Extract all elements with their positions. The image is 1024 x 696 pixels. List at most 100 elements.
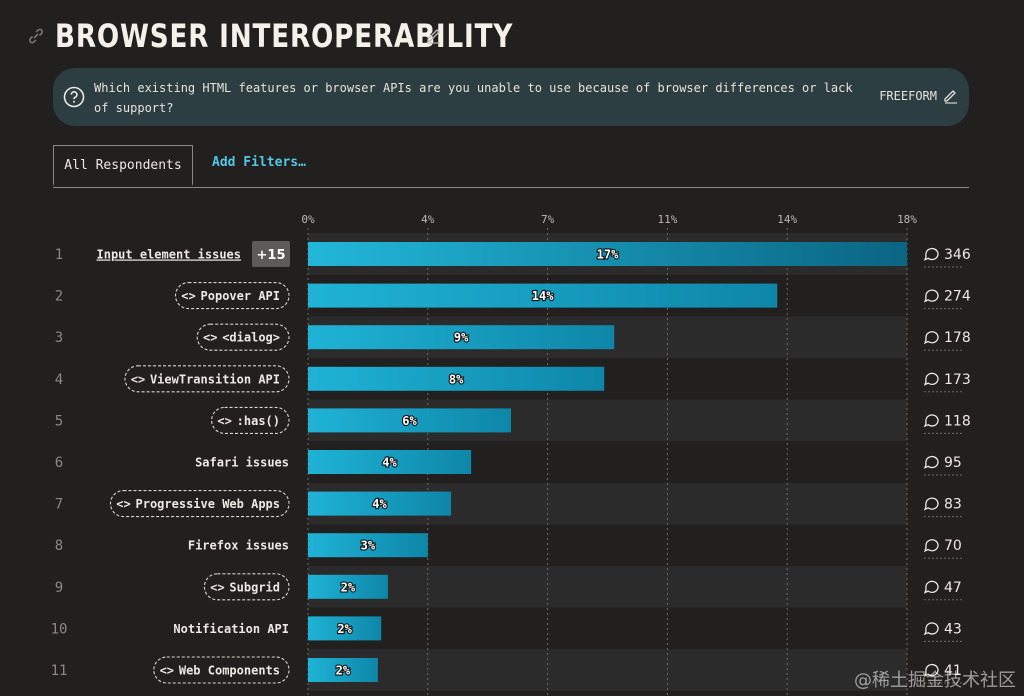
feature-pill[interactable] [124,365,290,393]
row-label[interactable]: Progressive Web Apps [136,497,281,511]
response-count[interactable]: 173 [944,372,971,388]
comment-icon [923,663,939,677]
response-count[interactable]: 274 [944,289,971,305]
response-count[interactable]: 118 [944,413,971,429]
response-count[interactable]: 47 [944,580,962,596]
response-count[interactable]: 43 [944,621,962,637]
comment-icon [923,580,939,594]
more-badge[interactable] [252,241,290,267]
x-tick-label: 7% [541,213,555,226]
feature-pill[interactable] [211,406,290,434]
row-rank: 3 [55,330,63,346]
row-rank: 6 [55,455,63,471]
x-tick-label: 0% [301,213,315,226]
row-label[interactable]: :has() [237,414,280,428]
response-count[interactable]: 83 [944,497,962,513]
bar[interactable] [308,450,472,474]
row-label[interactable]: Popover API [201,289,280,303]
watermark: @稀土掘金技术社区 [854,670,1016,691]
feature-pill[interactable] [109,490,290,518]
row-rank: 4 [55,372,63,388]
more-badge-label[interactable]: +15 [257,248,286,263]
comment-icon [923,372,939,386]
row-rank: 5 [55,413,63,429]
comment-icon [923,414,939,428]
bar-value-label: 2% [337,622,352,636]
bar[interactable] [308,242,907,266]
question-circle-icon [63,86,85,108]
row-label[interactable]: Firefox issues [188,539,289,553]
bar[interactable] [308,408,511,433]
bar-value-label: 14% [532,289,554,303]
link-icon[interactable] [26,26,46,46]
x-tick-label: 4% [421,213,435,226]
row-band [308,566,907,608]
row-label[interactable]: Web Components [179,664,280,678]
code-icon: <> [181,289,195,303]
x-tick-label: 18% [897,213,917,226]
comment-icon [923,331,939,345]
bar-value-label: 8% [449,372,464,386]
code-icon: <> [116,497,130,511]
comment-icon [923,539,939,553]
bar-value-label: 6% [402,414,417,428]
filter-tabs: All Respondents Add Filters… [53,145,969,188]
row-label[interactable]: Input element issues [97,248,242,262]
row-label[interactable]: <dialog> [222,331,280,345]
feature-pill[interactable] [196,323,290,351]
bar[interactable] [308,616,382,641]
code-icon: <> [131,372,145,386]
question-type[interactable]: FREEFORM [879,88,959,104]
row-rank: 1 [55,247,63,263]
bar[interactable] [308,574,388,599]
row-rank: 7 [55,497,63,513]
row-rank: 9 [55,580,63,596]
bar[interactable] [308,283,778,308]
bar-value-label: 9% [454,331,469,345]
comment-icon [923,289,939,303]
bar-value-label: 3% [361,539,376,553]
tab-all-respondents[interactable]: All Respondents [53,145,193,186]
bar[interactable] [308,533,428,558]
row-rank: 8 [55,538,63,554]
response-count[interactable]: 41 [944,663,962,679]
row-label[interactable]: Subgrid [229,580,280,594]
bar[interactable] [308,491,452,516]
x-tick-label: 11% [657,213,677,226]
edit-title-icon[interactable] [425,26,443,44]
response-count[interactable]: 346 [944,247,971,263]
response-count[interactable]: 178 [944,330,971,346]
comment-icon [923,455,939,469]
row-label[interactable]: Safari issues [195,456,289,470]
x-tick-label: 14% [777,213,797,226]
add-filters-link[interactable]: Add Filters… [212,155,306,170]
bar-value-label: 2% [341,580,356,594]
response-count[interactable]: 70 [944,538,962,554]
response-count[interactable]: 95 [944,455,962,471]
comment-icon [923,247,939,261]
question-text: Which existing HTML features or browser … [94,81,853,115]
bar[interactable] [308,658,378,682]
edit-icon[interactable] [943,88,959,104]
question-type-label: FREEFORM [879,89,937,103]
row-label[interactable]: ViewTransition API [150,372,280,386]
bar-value-label: 17% [597,248,619,262]
code-icon: <> [210,580,224,594]
row-rank: 10 [51,621,68,637]
bar-value-label: 2% [336,664,351,678]
page-title: BROWSER INTEROPERABILITY [55,17,514,55]
row-band [308,649,907,691]
bar[interactable] [308,325,615,350]
comment-icon [923,622,939,636]
bar-value-label: 4% [372,497,387,511]
row-rank: 11 [51,663,68,679]
row-label[interactable]: Notification API [173,622,289,636]
row-rank: 2 [55,289,63,305]
feature-pill[interactable] [174,282,290,310]
title-row: BROWSER INTEROPERABILITY [26,14,614,58]
code-icon: <> [160,664,174,678]
question-box: Which existing HTML features or browser … [53,68,969,126]
bar[interactable] [308,366,605,391]
code-icon: <> [203,331,217,345]
